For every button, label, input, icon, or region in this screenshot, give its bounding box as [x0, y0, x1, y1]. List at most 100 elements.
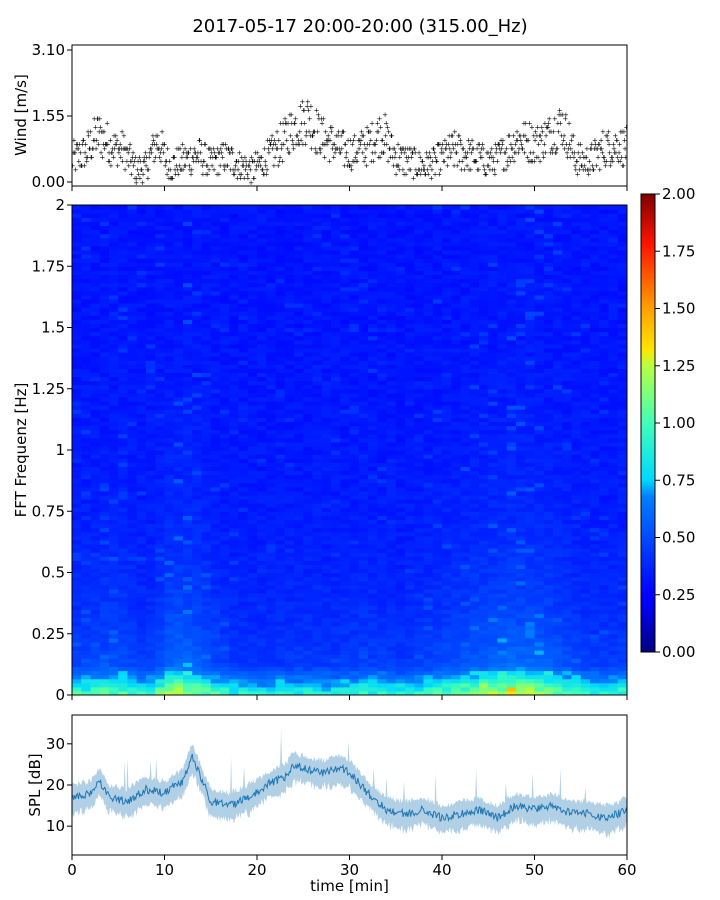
spectrogram-cell [331, 294, 341, 300]
spectrogram-cell [247, 629, 258, 635]
spectrogram-cell [90, 572, 101, 578]
spectrogram-cell [99, 217, 110, 222]
spectrogram-cell [220, 266, 230, 271]
spectrogram-cell [136, 605, 147, 610]
spectrogram-cell [247, 486, 258, 492]
spectrogram-cell [192, 597, 203, 602]
spectrogram-cell [294, 278, 304, 284]
spectrogram-cell [118, 245, 129, 251]
spectrogram-cell [331, 482, 341, 488]
spectrogram-cell [331, 597, 341, 602]
spectrogram-cell [358, 274, 369, 280]
spectrogram-cell [312, 621, 323, 627]
spectrogram-cell [238, 205, 249, 210]
wind-point: + [187, 166, 193, 174]
spectrogram-cell [275, 343, 286, 349]
wind-point: + [159, 128, 165, 136]
spectrogram-cell [220, 396, 230, 402]
spectrogram-cell [349, 282, 360, 288]
spectrogram-cell [146, 274, 156, 280]
spectrogram-cell [146, 331, 156, 337]
spectrogram-cell [331, 229, 341, 235]
spectrogram-cell [155, 343, 166, 349]
spectrogram-cell [220, 560, 230, 565]
spectrogram-cell [109, 641, 119, 647]
wind-point: + [268, 141, 274, 149]
spectrogram-cell [284, 441, 295, 447]
spectrogram-cell [358, 499, 369, 504]
spectrogram-cell [183, 523, 193, 529]
spectrogram-cell [109, 303, 119, 308]
spectrogram-cell [321, 209, 332, 214]
spectrogram-cell [312, 217, 323, 222]
spectrogram-cell [257, 392, 267, 398]
spectrogram-cell [229, 315, 240, 320]
spectrogram-cell [192, 441, 203, 447]
spectrogram-cell [294, 315, 304, 320]
spectrogram-cell [294, 433, 304, 439]
spectrogram-cell [81, 678, 92, 684]
spectrogram-cell [284, 625, 295, 631]
spectrogram-cell [266, 323, 277, 329]
spectrogram-cell [173, 245, 184, 251]
wind-point: + [620, 162, 626, 170]
spectrogram-cell [247, 209, 258, 214]
spectrogram-cell [349, 303, 360, 308]
spectrogram-cell [349, 437, 360, 443]
spectrogram-cell [377, 421, 388, 427]
spectrogram-cell [303, 339, 314, 345]
spectrogram-cell [358, 629, 369, 635]
wind-point: + [364, 162, 370, 170]
spectrogram-cell [136, 396, 147, 402]
spectrogram-cell [321, 298, 332, 304]
spectrogram-cell [358, 572, 369, 578]
spectrogram-cell [173, 205, 184, 210]
spectrogram-cell [294, 425, 304, 431]
wind-point: + [519, 145, 525, 153]
spectrogram-cell [146, 588, 156, 594]
spectrogram-cell [99, 450, 110, 455]
spectrogram-cell [340, 458, 351, 463]
spectrogram-cell [368, 372, 378, 378]
spectrogram-cell [368, 405, 378, 410]
spectrogram-cell [368, 568, 378, 574]
spectrogram-cell [284, 229, 295, 235]
spectrogram-cell [173, 221, 184, 227]
spectrogram-cell [229, 548, 240, 553]
spectrogram-cell [90, 384, 101, 390]
wind-point: + [282, 115, 288, 123]
spectrogram-cell [257, 245, 267, 251]
spectrogram-cell [275, 499, 286, 504]
spectrogram-cell [155, 388, 166, 394]
spectrogram-cell [183, 221, 193, 227]
spectrogram-cell [118, 384, 129, 390]
spectrogram-cell [146, 205, 156, 210]
spectrogram-cell [340, 352, 351, 357]
spectrogram-cell [192, 478, 203, 484]
wind-point: + [522, 149, 528, 157]
spectrogram-cell [275, 221, 286, 227]
spectrogram-cell [340, 519, 351, 525]
spectrogram-cell [284, 613, 295, 619]
spectrogram-cell [210, 249, 221, 255]
spectrogram-cell [72, 388, 82, 394]
spectrogram-cell [210, 621, 221, 627]
spectrogram-cell [192, 294, 203, 300]
spectrogram-cell [72, 494, 82, 500]
spectrogram-cell [201, 425, 212, 431]
spectrogram-cell [81, 413, 92, 418]
spectrogram-cell [358, 515, 369, 521]
spectrogram-cell [349, 621, 360, 627]
spectrogram-cell [368, 490, 378, 496]
spectrogram-cell [284, 315, 295, 320]
wind-point: + [440, 149, 446, 157]
spectrogram-cell [294, 209, 304, 214]
spectrogram-cell [358, 482, 369, 488]
spectrogram-cell [331, 646, 341, 651]
spectrogram-cell [201, 605, 212, 610]
wind-point: + [186, 162, 192, 170]
spectrogram-cell [90, 568, 101, 574]
spectrogram-cell [321, 417, 332, 423]
spectrogram-cell [173, 405, 184, 410]
spectrogram-cell [238, 298, 249, 304]
